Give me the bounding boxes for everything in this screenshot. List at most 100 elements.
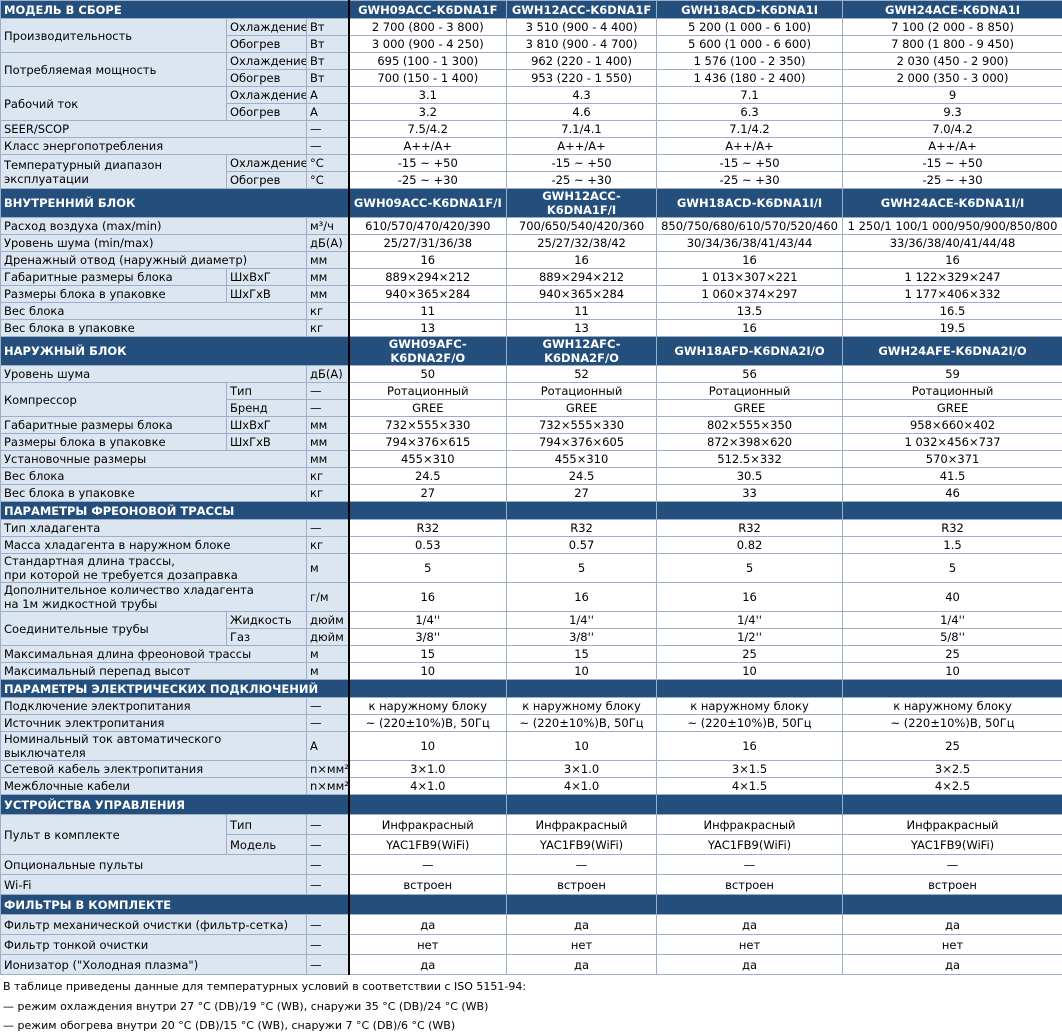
row-label: Вес блока в упаковке bbox=[1, 485, 307, 502]
value-cell: встроен bbox=[349, 875, 507, 895]
value-cell: R32 bbox=[843, 520, 1062, 537]
row-sublabel: Жидкость bbox=[227, 612, 307, 629]
row-unit: кг bbox=[307, 303, 349, 320]
row-label: Масса хладагента в наружном блоке bbox=[1, 537, 307, 554]
value-cell: 19.5 bbox=[843, 320, 1062, 337]
row-unit: Вт bbox=[307, 19, 349, 36]
value-cell: 4.3 bbox=[507, 87, 657, 104]
value-cell: встроен bbox=[507, 875, 657, 895]
value-cell: 16 bbox=[349, 583, 507, 612]
value-cell: 1 250/1 100/1 000/950/900/850/800 bbox=[843, 218, 1062, 235]
spec-row: Номинальный ток автоматического выключат… bbox=[1, 732, 1062, 761]
value-cell: -15 ~ +50 bbox=[843, 155, 1062, 172]
row-label: Пульт в комплекте bbox=[1, 815, 227, 855]
row-label: Уровень шума bbox=[1, 366, 307, 383]
row-sublabel: ШхГхВ bbox=[227, 434, 307, 451]
value-cell: нет bbox=[507, 935, 657, 955]
value-cell: 16 bbox=[657, 583, 843, 612]
value-cell: 7.1/4.2 bbox=[657, 121, 843, 138]
value-cell: 50 bbox=[349, 366, 507, 383]
value-cell: -25 ~ +30 bbox=[657, 172, 843, 189]
value-cell: 5 bbox=[843, 554, 1062, 583]
value-cell: 889×294×212 bbox=[507, 269, 657, 286]
value-cell: 27 bbox=[349, 485, 507, 502]
row-label: Вес блока bbox=[1, 468, 307, 485]
row-unit: кг bbox=[307, 537, 349, 554]
value-cell: 4.6 bbox=[507, 104, 657, 121]
row-label: Фильтр тонкой очистки bbox=[1, 935, 307, 955]
section-title: УСТРОЙСТВА УПРАВЛЕНИЯ bbox=[1, 795, 349, 815]
section-header: ФИЛЬТРЫ В КОМПЛЕКТЕ bbox=[1, 895, 1062, 915]
value-cell: A++/A+ bbox=[349, 138, 507, 155]
row-sublabel: Обогрев bbox=[227, 36, 307, 53]
value-cell: Ротационный bbox=[349, 383, 507, 400]
section-header: ПАРАМЕТРЫ ЭЛЕКТРИЧЕСКИХ ПОДКЛЮЧЕНИЙ bbox=[1, 680, 1062, 698]
value-cell: 7.1 bbox=[657, 87, 843, 104]
spec-row: Источник электропитания—~ (220±10%)В, 50… bbox=[1, 715, 1062, 732]
value-cell: 10 bbox=[657, 663, 843, 680]
model-name: GWH12AFC-K6DNA2F/O bbox=[507, 337, 657, 366]
value-cell: Ротационный bbox=[507, 383, 657, 400]
row-label: Уровень шума (min/max) bbox=[1, 235, 307, 252]
value-cell: 10 bbox=[349, 663, 507, 680]
row-unit: — bbox=[307, 698, 349, 715]
value-cell: 3.2 bbox=[349, 104, 507, 121]
value-cell: YAC1FB9(WiFi) bbox=[507, 835, 657, 855]
row-sublabel: ШхВхГ bbox=[227, 417, 307, 434]
value-cell: да bbox=[349, 955, 507, 975]
row-label: Фильтр механической очистки (фильтр-сетк… bbox=[1, 915, 307, 935]
value-cell: 3 810 (900 - 4 700) bbox=[507, 36, 657, 53]
notes: В таблице приведены данные для температу… bbox=[0, 975, 1062, 1036]
model-name bbox=[349, 502, 507, 520]
value-cell: 3 510 (900 - 4 400) bbox=[507, 19, 657, 36]
model-name bbox=[843, 795, 1062, 815]
value-cell: A++/A+ bbox=[507, 138, 657, 155]
value-cell: 940×365×284 bbox=[349, 286, 507, 303]
model-name: GWH12ACC-K6DNA1F/I bbox=[507, 189, 657, 218]
row-unit: — bbox=[307, 815, 349, 835]
value-cell: 732×555×330 bbox=[349, 417, 507, 434]
row-label: Вес блока в упаковке bbox=[1, 320, 307, 337]
value-cell: 3 000 (900 - 4 250) bbox=[349, 36, 507, 53]
value-cell: 5 600 (1 000 - 6 600) bbox=[657, 36, 843, 53]
value-cell: 7.0/4.2 bbox=[843, 121, 1062, 138]
value-cell: 41.5 bbox=[843, 468, 1062, 485]
value-cell: 953 (220 - 1 550) bbox=[507, 70, 657, 87]
row-unit: м bbox=[307, 663, 349, 680]
value-cell: 25 bbox=[843, 732, 1062, 761]
value-cell: 3/8'' bbox=[349, 629, 507, 646]
row-label: Максимальный перепад высот bbox=[1, 663, 307, 680]
model-name bbox=[507, 895, 657, 915]
value-cell: GREE bbox=[507, 400, 657, 417]
value-cell: 5 bbox=[657, 554, 843, 583]
row-label: Соединительные трубы bbox=[1, 612, 227, 646]
value-cell: 7.5/4.2 bbox=[349, 121, 507, 138]
row-unit: — bbox=[307, 383, 349, 400]
value-cell: 1 122×329×247 bbox=[843, 269, 1062, 286]
value-cell: 9.3 bbox=[843, 104, 1062, 121]
value-cell: -15 ~ +50 bbox=[657, 155, 843, 172]
row-unit: дюйм bbox=[307, 612, 349, 629]
value-cell: к наружному блоку bbox=[657, 698, 843, 715]
value-cell: 24.5 bbox=[349, 468, 507, 485]
value-cell: -25 ~ +30 bbox=[843, 172, 1062, 189]
value-cell: 1 060×374×297 bbox=[657, 286, 843, 303]
value-cell: ~ (220±10%)В, 50Гц bbox=[349, 715, 507, 732]
value-cell: 570×371 bbox=[843, 451, 1062, 468]
value-cell: 1.5 bbox=[843, 537, 1062, 554]
value-cell: 794×376×615 bbox=[349, 434, 507, 451]
value-cell: GREE bbox=[349, 400, 507, 417]
value-cell: A++/A+ bbox=[843, 138, 1062, 155]
row-unit: дюйм bbox=[307, 629, 349, 646]
value-cell: 889×294×212 bbox=[349, 269, 507, 286]
model-name: GWH09ACC-K6DNA1F bbox=[349, 1, 507, 19]
model-name bbox=[349, 680, 507, 698]
